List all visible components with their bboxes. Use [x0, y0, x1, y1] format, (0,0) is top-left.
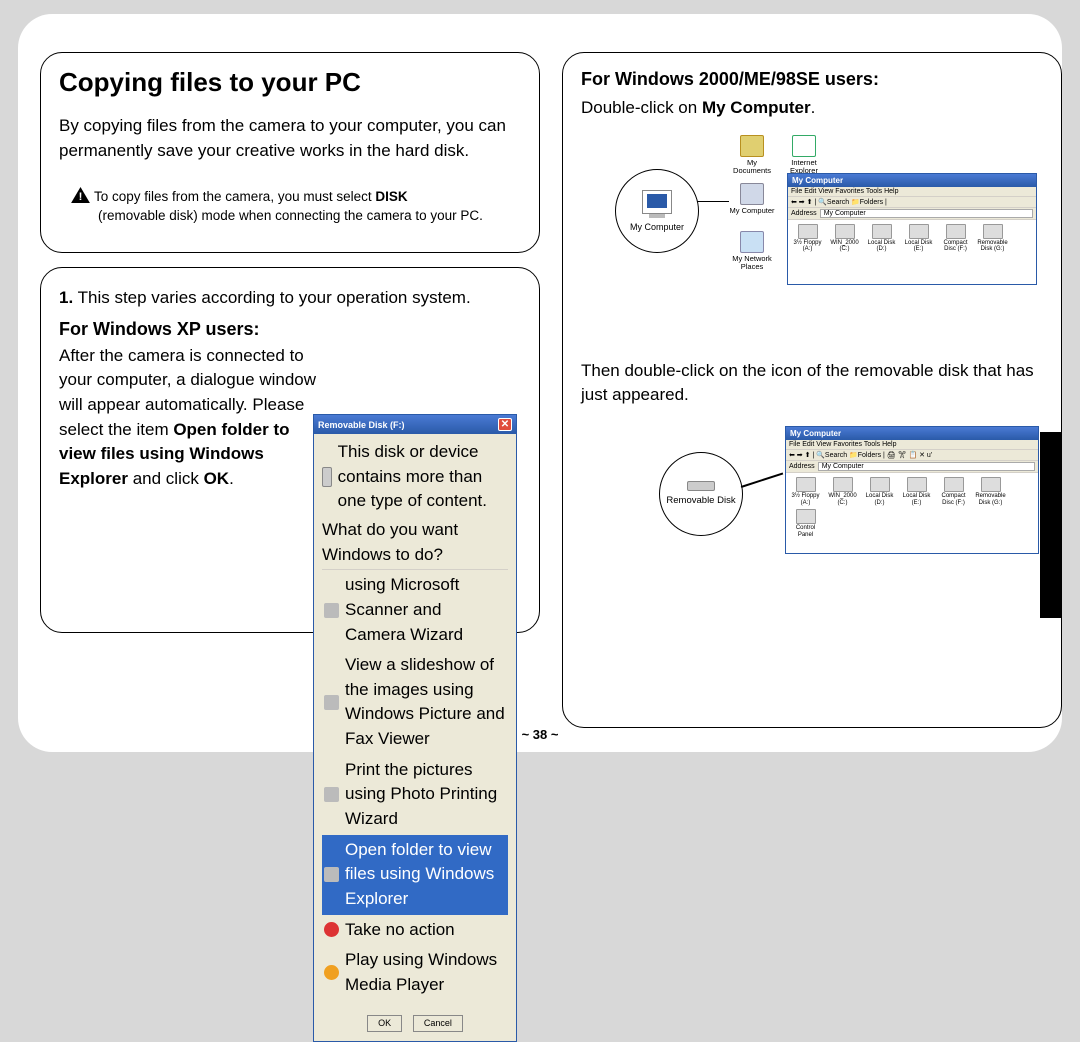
warn-c: (removable disk) mode when connecting th…: [98, 208, 483, 223]
side-label: Copying Files to PC: [1043, 427, 1059, 617]
removable-callout: Removable Disk: [659, 452, 743, 536]
right-panel: For Windows 2000/ME/98SE users: Double-c…: [562, 52, 1062, 728]
close-icon: ✕: [498, 418, 512, 431]
removable-illustration: Removable Disk My Computer File Edit Vie…: [581, 426, 1043, 596]
mycomputer-callout: My Computer: [615, 169, 699, 253]
mycomputer-window-1: My Computer File Edit View Favorites Too…: [787, 173, 1037, 285]
win1-menu: File Edit View Favorites Tools Help: [788, 187, 1036, 197]
dialog-sub: This disk or device contains more than o…: [338, 440, 508, 514]
heading-2000: For Windows 2000/ME/98SE users:: [581, 69, 1043, 90]
callout-line-2: [741, 472, 783, 487]
step1: 1. This step varies according to your op…: [59, 286, 521, 311]
ok-button: OK: [367, 1015, 402, 1032]
cancel-button: Cancel: [413, 1015, 463, 1032]
callout-line: [697, 201, 729, 203]
warning-icon: !: [71, 187, 90, 203]
opt4: Take no action: [345, 918, 455, 943]
warn-a: To copy files from the camera, you must …: [94, 189, 375, 204]
svg-text:!: !: [79, 191, 83, 203]
manual-page: Copying files to your PC By copying file…: [18, 14, 1062, 752]
opt2: Print the pictures using Photo Printing …: [345, 758, 506, 832]
wmp-icon: [324, 965, 339, 980]
page-number: ~ 38 ~: [18, 727, 1062, 742]
warn-b: DISK: [375, 189, 407, 204]
step-panel: 1. This step varies according to your op…: [40, 267, 540, 633]
slideshow-icon: [324, 695, 339, 710]
win1-addrv: My Computer: [820, 209, 1033, 218]
opt3: Open folder to view files using Windows …: [345, 838, 506, 912]
desk-icon-comp: My Computer: [729, 183, 775, 215]
win2-addrv: My Computer: [818, 462, 1035, 471]
mycomputer-window-2: My Computer File Edit View Favorites Too…: [785, 426, 1039, 554]
dialog-question: What do you want Windows to do?: [322, 518, 508, 567]
removable-icon: [687, 481, 715, 491]
win2-menu: File Edit View Favorites Tools Help: [786, 440, 1038, 450]
folder-icon: [324, 867, 339, 882]
win2-drives: 3½ Floppy (A:) WIN_2000 (C:) Local Disk …: [786, 473, 1038, 542]
callout-label: My Computer: [630, 222, 684, 232]
desk-icon-ie: Internet Explorer: [781, 135, 827, 176]
printer-icon: [324, 787, 339, 802]
p2: Then double-click on the icon of the rem…: [581, 359, 1043, 408]
dialog-titlebar: Removable Disk (F:) ✕: [314, 415, 516, 434]
opt5: Play using Windows Media Player: [345, 948, 506, 997]
win2-addr: Address: [789, 463, 815, 470]
title-panel: Copying files to your PC By copying file…: [40, 52, 540, 253]
page-title: Copying files to your PC: [59, 67, 521, 98]
monitor-icon: [642, 190, 672, 214]
noaction-icon: [324, 922, 339, 937]
scanner-icon: [324, 603, 339, 618]
options-list: using Microsoft Scanner and Camera Wizar…: [322, 569, 508, 1000]
win2-title: My Computer: [790, 429, 841, 438]
disk-icon: [322, 467, 332, 487]
xp-c: and click: [128, 469, 204, 488]
dialog-title: Removable Disk (F:): [318, 420, 405, 430]
desk-icon-net: My Network Places: [729, 231, 775, 272]
warning-box: ! To copy files from the camera, you mus…: [59, 179, 521, 234]
win1-drives: 3½ Floppy (A:) WIN_2000 (C:) Local Disk …: [788, 220, 1036, 257]
win1-title: My Computer: [792, 176, 843, 185]
intro-para: By copying files from the camera to your…: [59, 114, 521, 163]
xp-e: .: [229, 469, 234, 488]
desktop-illustration: My Computer My Documents Internet Explor…: [581, 131, 1043, 299]
heading-xp: For Windows XP users:: [59, 319, 521, 340]
opt0: using Microsoft Scanner and Camera Wizar…: [345, 573, 506, 647]
p1b: My Computer: [702, 98, 811, 117]
desk-icon-docs: My Documents: [729, 135, 775, 176]
win1-addr: Address: [791, 210, 817, 217]
p1a: Double-click on: [581, 98, 702, 117]
xp-d: OK: [204, 469, 230, 488]
removable-label: Removable Disk: [666, 495, 735, 506]
p1c: .: [811, 98, 816, 117]
